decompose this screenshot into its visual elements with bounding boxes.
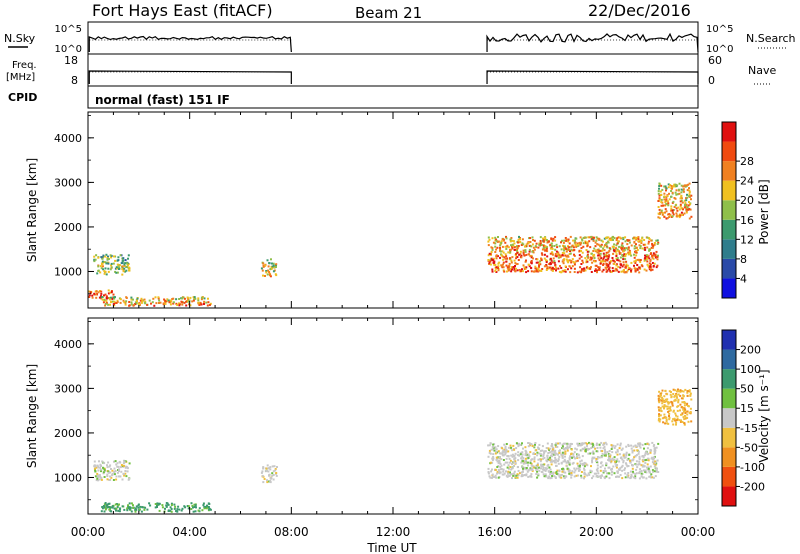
power-ytick-0: 1000 — [54, 265, 82, 278]
velocity-colorbar-seg-1 — [722, 466, 736, 487]
power-ylabel: Slant Range [km] — [25, 158, 39, 262]
power-region-0 — [93, 253, 131, 276]
velocity-region-2 — [260, 464, 278, 484]
time-tick-0: 00:00 — [71, 525, 106, 539]
power-region-4 — [487, 235, 660, 274]
nsearch-tick-high: 10^5 — [706, 24, 733, 35]
velocity-ylabel: Slant Range [km] — [25, 364, 39, 468]
velocity-colorbar-seg-5 — [722, 388, 736, 409]
freq-strip-frame — [87, 53, 699, 87]
velocity-colorbar-seg-0 — [722, 486, 736, 506]
time-tick-1: 04:00 — [172, 525, 207, 539]
power-colorbar-seg-2 — [722, 239, 736, 259]
power-colorbar-seg-5 — [722, 180, 736, 201]
power-ytick-1: 2000 — [54, 221, 82, 234]
power-colorbar-tick-4: 20 — [740, 194, 754, 207]
cpid-label: CPID — [8, 91, 37, 104]
power-colorbar-tick-0: 4 — [740, 272, 747, 285]
velocity-colorbar-tick-0: -200 — [740, 480, 765, 493]
velocity-colorbar-seg-3 — [722, 427, 736, 448]
velocity-colorbar-tick-2: -50 — [740, 441, 758, 454]
power-colorbar-tick-2: 12 — [740, 233, 754, 246]
time-tick-5: 20:00 — [579, 525, 614, 539]
freq-tick-low: 8 — [71, 74, 78, 87]
velocity-colorbar-tick-6: 100 — [740, 363, 761, 376]
velocity-colorbar-tick-4: 15 — [740, 402, 754, 415]
freq-label-line1: Freq. — [12, 60, 37, 71]
power-region-5 — [657, 182, 693, 220]
power-colorbar-seg-0 — [722, 278, 736, 298]
power-region-3 — [260, 258, 278, 278]
power-colorbar-tick-3: 16 — [740, 214, 754, 227]
nave-tick-low: 0 — [708, 74, 715, 87]
velocity-colorbar-seg-7 — [722, 349, 736, 370]
power-colorbar-tick-6: 28 — [740, 155, 754, 168]
power-region-2 — [100, 296, 212, 307]
time-tick-3: 12:00 — [376, 525, 411, 539]
freq-trace — [88, 70, 699, 84]
power-colorbar-seg-7 — [722, 141, 736, 162]
velocity-colorbar-seg-6 — [722, 369, 736, 389]
power-colorbar-seg-6 — [722, 161, 736, 181]
time-tick-2: 08:00 — [274, 525, 309, 539]
power-colorbar-seg-8 — [722, 122, 736, 142]
velocity-ytick-1: 2000 — [54, 427, 82, 440]
velocity-colorbar-label: Velocity [m s⁻¹] — [757, 369, 771, 462]
velocity-panel: 1000 2000 3000 4000 00:00 04:00 08:00 12:00 16:0… — [54, 317, 716, 539]
power-colorbar-tick-1: 8 — [740, 253, 747, 266]
nsky-label: N.Sky — [4, 32, 36, 45]
velocity-colorbar-seg-4 — [722, 408, 736, 428]
velocity-colorbar: -200 -100 -50 -15 15 50 100 200 — [721, 329, 765, 507]
nave-tick-high: 60 — [708, 54, 722, 67]
velocity-ytick-3: 4000 — [54, 338, 82, 351]
freq-label-line2: [MHz] — [6, 72, 35, 83]
time-tick-4: 16:00 — [477, 525, 512, 539]
freq-tick-high: 18 — [64, 54, 78, 67]
power-colorbar-seg-4 — [722, 200, 736, 220]
power-panel: 1000 2000 3000 4000 — [54, 111, 699, 309]
power-colorbar-seg-3 — [722, 219, 736, 240]
velocity-region-0 — [93, 459, 131, 482]
velocity-ytick-0: 1000 — [54, 471, 82, 484]
power-colorbar-label: Power [dB] — [757, 179, 771, 244]
velocity-ytick-2: 3000 — [54, 382, 82, 395]
power-colorbar: 4 8 12 16 20 24 28 — [721, 121, 754, 299]
cpid-strip-frame — [87, 85, 699, 109]
velocity-region-3 — [487, 441, 660, 480]
time-axis-label: Time UT — [366, 541, 417, 554]
velocity-colorbar-seg-2 — [722, 447, 736, 467]
date-label: 22/Dec/2016 — [588, 1, 691, 20]
velocity-colorbar-tick-3: -15 — [740, 422, 758, 435]
power-ytick-2: 3000 — [54, 176, 82, 189]
time-tick-6: 00:00 — [681, 525, 716, 539]
nsky-tick-low: 10^0 — [55, 44, 82, 55]
nsky-trace — [88, 32, 699, 53]
nsearch-tick-low: 10^0 — [706, 44, 733, 55]
velocity-region-1 — [100, 502, 212, 513]
power-colorbar-tick-5: 24 — [740, 175, 754, 188]
beam-label: Beam 21 — [355, 4, 422, 22]
station-title: Fort Hays East (fitACF) — [92, 1, 273, 20]
nave-label: Nave — [748, 64, 776, 77]
velocity-colorbar-tick-7: 200 — [740, 344, 761, 357]
nsearch-label: N.Search — [746, 32, 796, 45]
velocity-colorbar-tick-5: 50 — [740, 383, 754, 396]
velocity-colorbar-tick-1: -100 — [740, 461, 765, 474]
velocity-region-4 — [657, 388, 693, 426]
velocity-colorbar-seg-8 — [722, 330, 736, 350]
nsky-tick-high: 10^5 — [55, 24, 82, 35]
power-ytick-3: 4000 — [54, 132, 82, 145]
cpid-value: normal (fast) 151 IF — [95, 93, 230, 107]
nsky-strip-frame — [87, 21, 699, 55]
power-colorbar-seg-1 — [722, 258, 736, 279]
